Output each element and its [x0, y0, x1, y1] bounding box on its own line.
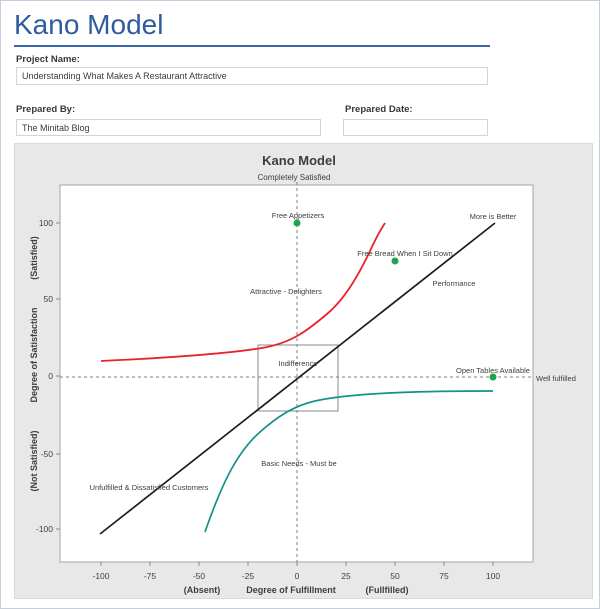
x-tick: 75 — [439, 571, 449, 581]
x-tick: 25 — [341, 571, 351, 581]
prepared-date-input[interactable] — [343, 119, 488, 136]
basic-needs-curve — [204, 390, 494, 533]
x-tick: 50 — [390, 571, 400, 581]
x-axis-ticks — [100, 562, 494, 566]
kano-chart: Kano Model Completely Satisfied Free App… — [29, 153, 576, 595]
indifference-label: Indifference — [278, 359, 317, 368]
free-bread-label: Free Bread When I Sit Down — [357, 249, 452, 258]
y-axis-label: Degree of Satisfaction — [29, 307, 39, 402]
prepared-by-input[interactable] — [16, 119, 321, 136]
y-axis-ticks — [56, 222, 60, 530]
point-open-tables — [489, 373, 497, 381]
chart-title: Kano Model — [262, 153, 336, 168]
x-axis-label-fullfilled: (Fullfilled) — [366, 585, 409, 595]
unfulfilled-label: Unfulfilled & Dissatisfied Customers — [90, 483, 209, 492]
y-axis-label-satisfied: (Satisfied) — [29, 236, 39, 280]
title-divider — [14, 45, 490, 47]
completely-satisfied-label: Completely Satisfied — [258, 173, 331, 182]
performance-line — [99, 222, 496, 535]
prepared-date-label: Prepared Date: — [345, 104, 413, 115]
x-tick: -100 — [92, 571, 109, 581]
point-free-appetizers — [293, 219, 301, 227]
x-tick: 0 — [295, 571, 300, 581]
project-name-input[interactable] — [16, 67, 488, 85]
well-fulfilled-label: Well fulfilled — [536, 374, 576, 383]
page-title: Kano Model — [14, 9, 164, 40]
y-tick: 100 — [39, 218, 53, 228]
project-name-label: Project Name: — [16, 54, 80, 65]
kano-chart-card: Kano Model Completely Satisfied Free App… — [14, 143, 593, 599]
x-tick: -50 — [193, 571, 206, 581]
performance-label: Performance — [433, 279, 476, 288]
x-tick: 100 — [486, 571, 500, 581]
free-appetizers-label: Free Appetizers — [272, 211, 325, 220]
x-tick: -25 — [242, 571, 255, 581]
x-axis-label-absent: (Absent) — [184, 585, 221, 595]
more-is-better-label: More is Better — [470, 212, 517, 221]
indifference-box — [257, 344, 339, 412]
delighters-curve — [100, 222, 386, 362]
point-free-bread — [391, 257, 399, 265]
y-tick: 50 — [44, 294, 54, 304]
prepared-by-label: Prepared By: — [16, 104, 76, 115]
y-tick: 0 — [48, 371, 53, 381]
x-axis-label: Degree of Fulfillment — [246, 585, 336, 595]
open-tables-label: Open Tables Available — [456, 366, 530, 375]
plot-area — [59, 184, 534, 563]
y-axis-label-not-satisfied: (Not Satisfied) — [29, 430, 39, 491]
y-tick: -50 — [41, 449, 54, 459]
x-tick: -75 — [144, 571, 157, 581]
y-tick: -100 — [36, 524, 53, 534]
attractive-delighters-label: Attractive - Delighters — [250, 287, 322, 296]
basic-needs-label: Basic Needs - Must be — [261, 459, 336, 468]
